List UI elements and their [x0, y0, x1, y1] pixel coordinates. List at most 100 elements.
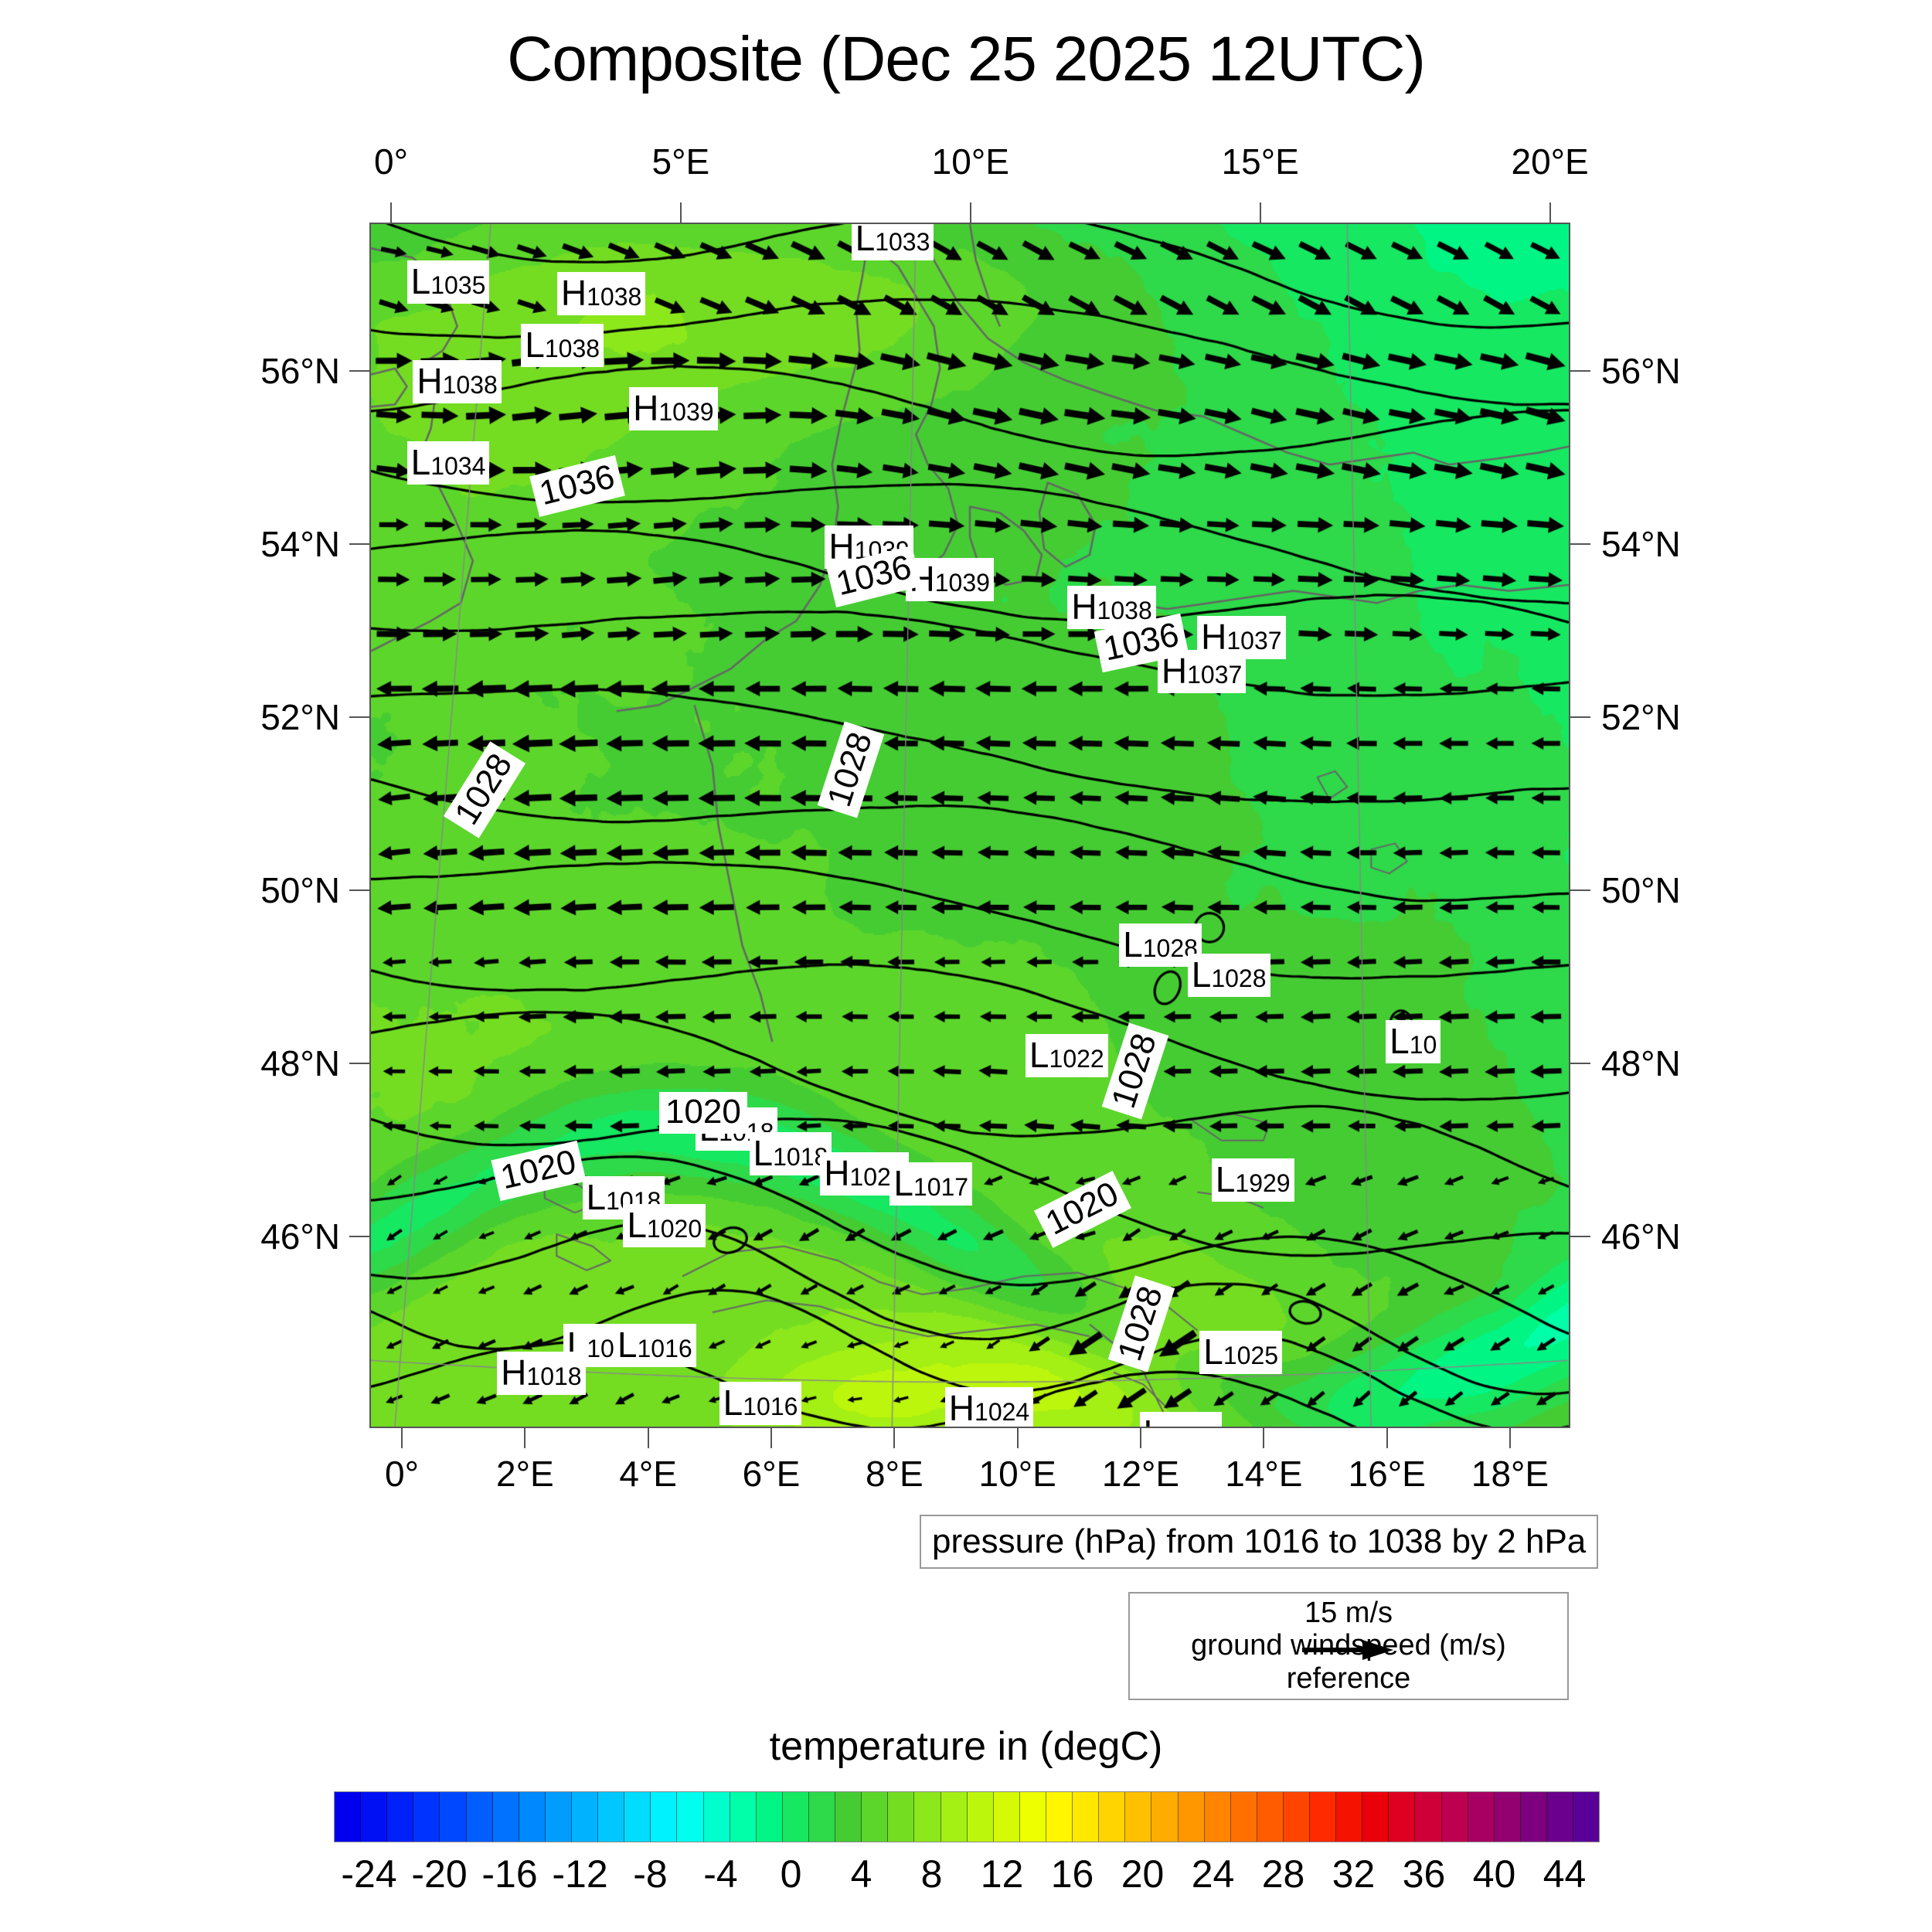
tick-mark	[1570, 716, 1590, 718]
tick-mark	[1509, 1428, 1511, 1448]
colorbar-ticks: -24 -20 -16 -12 -8 -4 0 4 8 12 16 20 24 28 32 36 40 44	[334, 1852, 1600, 1906]
pressure-legend: pressure (hPa) from 1016 to 1038 by 2 hP…	[920, 1515, 1599, 1569]
colorbar-cell	[1494, 1792, 1521, 1842]
low-pressure-label: L1016	[613, 1323, 696, 1367]
tick-right-4: 48°N	[1601, 1043, 1681, 1083]
colorbar-cell	[782, 1792, 809, 1842]
tick-left-3: 50°N	[260, 870, 340, 910]
pressure-center-value: 1038	[442, 371, 498, 400]
pressure-center-value: 1038	[1097, 597, 1152, 624]
low-pressure-label: L1033	[851, 224, 934, 260]
tick-mark	[1386, 1428, 1388, 1448]
low-pressure-label: L1034	[406, 440, 490, 485]
colorbar-cell	[756, 1792, 783, 1842]
low-pressure-label: L1038	[521, 324, 604, 368]
colorbar-cell	[1046, 1792, 1073, 1842]
colorbar-tick-3: -12	[552, 1852, 608, 1896]
colorbar-tick-15: 36	[1402, 1852, 1446, 1896]
pressure-center-value: 1028	[1211, 964, 1267, 992]
colorbar-cell	[545, 1792, 572, 1842]
pressure-center-type: H	[633, 387, 659, 428]
tick-bottom-4: 8°E	[865, 1454, 923, 1494]
colorbar-cell	[466, 1792, 493, 1842]
colorbar-tick-1: -20	[411, 1852, 468, 1896]
colorbar-cell	[1441, 1792, 1468, 1842]
pressure-center-value: 1021	[1163, 1423, 1218, 1427]
colorbar-tick-11: 20	[1121, 1852, 1165, 1896]
tick-mark	[401, 1428, 403, 1448]
colorbar-cell	[993, 1792, 1020, 1842]
pressure-center-value: 1037	[1187, 660, 1243, 689]
pressure-center-value: 1039	[934, 569, 990, 597]
colorbar-cell	[730, 1792, 757, 1842]
tick-mark	[770, 1428, 772, 1448]
pressure-center-value: 1025	[1223, 1342, 1279, 1370]
colorbar-cell	[1389, 1792, 1416, 1842]
colorbar-cell	[1547, 1792, 1574, 1842]
pressure-center-type: L	[410, 441, 431, 482]
colorbar-cell	[361, 1792, 388, 1842]
tick-bottom-9: 18°E	[1471, 1454, 1549, 1494]
colorbar-cell	[862, 1792, 889, 1842]
tick-bottom-7: 14°E	[1225, 1454, 1303, 1494]
pressure-center-type: L	[893, 1162, 913, 1203]
wind-reference-legend: 15 m/s ground windspeed (m/s) reference	[1128, 1592, 1569, 1700]
low-pressure-label: L1022	[1025, 1034, 1108, 1078]
colorbar-cell	[335, 1792, 362, 1842]
weather-map-plot[interactable]: L1035 H1038 H1038 L1038 H1039 L1034 L1033 H1039…	[369, 223, 1570, 1428]
colorbar-cell	[677, 1792, 704, 1842]
low-pressure-label: L1017	[889, 1162, 973, 1206]
colorbar-cell	[1178, 1792, 1205, 1842]
tick-top-3: 15°E	[1221, 141, 1299, 182]
colorbar-cell	[598, 1792, 625, 1842]
tick-mark	[893, 1428, 896, 1448]
tick-left-4: 48°N	[260, 1043, 340, 1083]
pressure-center-value: 1038	[587, 283, 642, 311]
tick-mark	[349, 889, 369, 891]
tick-top-4: 20°E	[1511, 141, 1589, 182]
tick-right-0: 56°N	[1601, 351, 1681, 391]
high-pressure-label: H1038	[556, 272, 646, 316]
page-title: Composite (Dec 25 2025 12UTC)	[507, 24, 1426, 94]
colorbar-cell	[1257, 1792, 1284, 1842]
pressure-center-value: 1033	[875, 227, 930, 256]
tick-left-0: 56°N	[260, 351, 340, 391]
pressure-center-type: L	[525, 325, 545, 366]
colorbar-tick-6: 0	[780, 1852, 802, 1896]
colorbar-cell	[1073, 1792, 1100, 1842]
tick-bottom-2: 4°E	[619, 1454, 677, 1494]
tick-right-5: 46°N	[1601, 1216, 1681, 1257]
tick-mark	[1140, 1428, 1141, 1448]
pressure-center-value: 1018	[773, 1142, 828, 1171]
high-pressure-label: H1024	[944, 1387, 1034, 1427]
colorbar-cell	[519, 1792, 546, 1842]
tick-mark	[679, 202, 682, 223]
pressure-center-type: L	[1203, 1332, 1223, 1372]
pressure-center-type: L	[723, 1382, 743, 1423]
colorbar-cell	[967, 1792, 994, 1842]
pressure-center-type: H	[501, 1352, 527, 1393]
tick-mark	[1570, 370, 1590, 372]
tick-right-2: 52°N	[1601, 697, 1681, 737]
colorbar-cell	[440, 1792, 467, 1842]
colorbar-title: temperature in (degC)	[769, 1724, 1163, 1769]
map-canvas	[371, 224, 1569, 1427]
colorbar-tick-0: -24	[341, 1852, 397, 1896]
colorbar-tick-14: 32	[1332, 1852, 1376, 1896]
pressure-center-value: 1024	[975, 1398, 1030, 1427]
colorbar-cell	[651, 1792, 678, 1842]
colorbar-cell	[1310, 1792, 1337, 1842]
colorbar-tick-17: 44	[1543, 1852, 1587, 1896]
tick-mark	[1570, 1063, 1590, 1064]
colorbar-tick-8: 8	[920, 1852, 943, 1896]
tick-mark	[349, 1063, 369, 1064]
tick-bottom-0: 0°	[385, 1454, 419, 1494]
pressure-center-type: L	[1389, 1020, 1410, 1061]
high-pressure-label: H1038	[413, 360, 502, 404]
pressure-center-type: L	[627, 1205, 647, 1246]
pressure-center-type: L	[1144, 1413, 1164, 1427]
colorbar-cell	[1125, 1792, 1152, 1842]
tick-mark	[1570, 1236, 1590, 1237]
colorbar[interactable]	[334, 1791, 1600, 1842]
tick-mark	[1570, 889, 1590, 891]
